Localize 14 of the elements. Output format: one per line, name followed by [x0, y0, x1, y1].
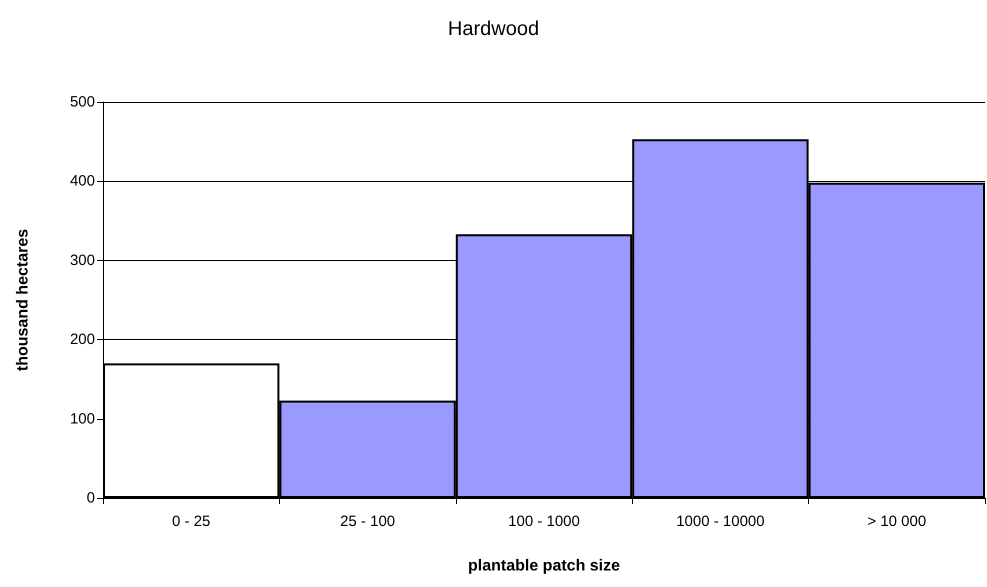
x-tick-label: 100 - 1000 [508, 513, 580, 530]
y-tick-label: 500 [70, 94, 95, 110]
x-tick-label: 0 - 25 [172, 513, 210, 530]
y-tick-label: 100 [70, 410, 95, 428]
y-tick-label: 0 [86, 490, 95, 506]
chart-title: Hardwood [448, 18, 540, 40]
x-tick-label: 25 - 100 [340, 513, 396, 530]
x-tick-label: > 10 000 [867, 513, 926, 530]
x-tick-label: 1000 - 10000 [676, 513, 765, 530]
y-axis-title: thousand hectares [14, 228, 32, 372]
x-axis-title: plantable patch size [468, 558, 620, 574]
y-tick-label: 400 [70, 172, 95, 190]
y-tick-label: 200 [70, 331, 95, 348]
y-tick-label: 300 [70, 252, 95, 269]
